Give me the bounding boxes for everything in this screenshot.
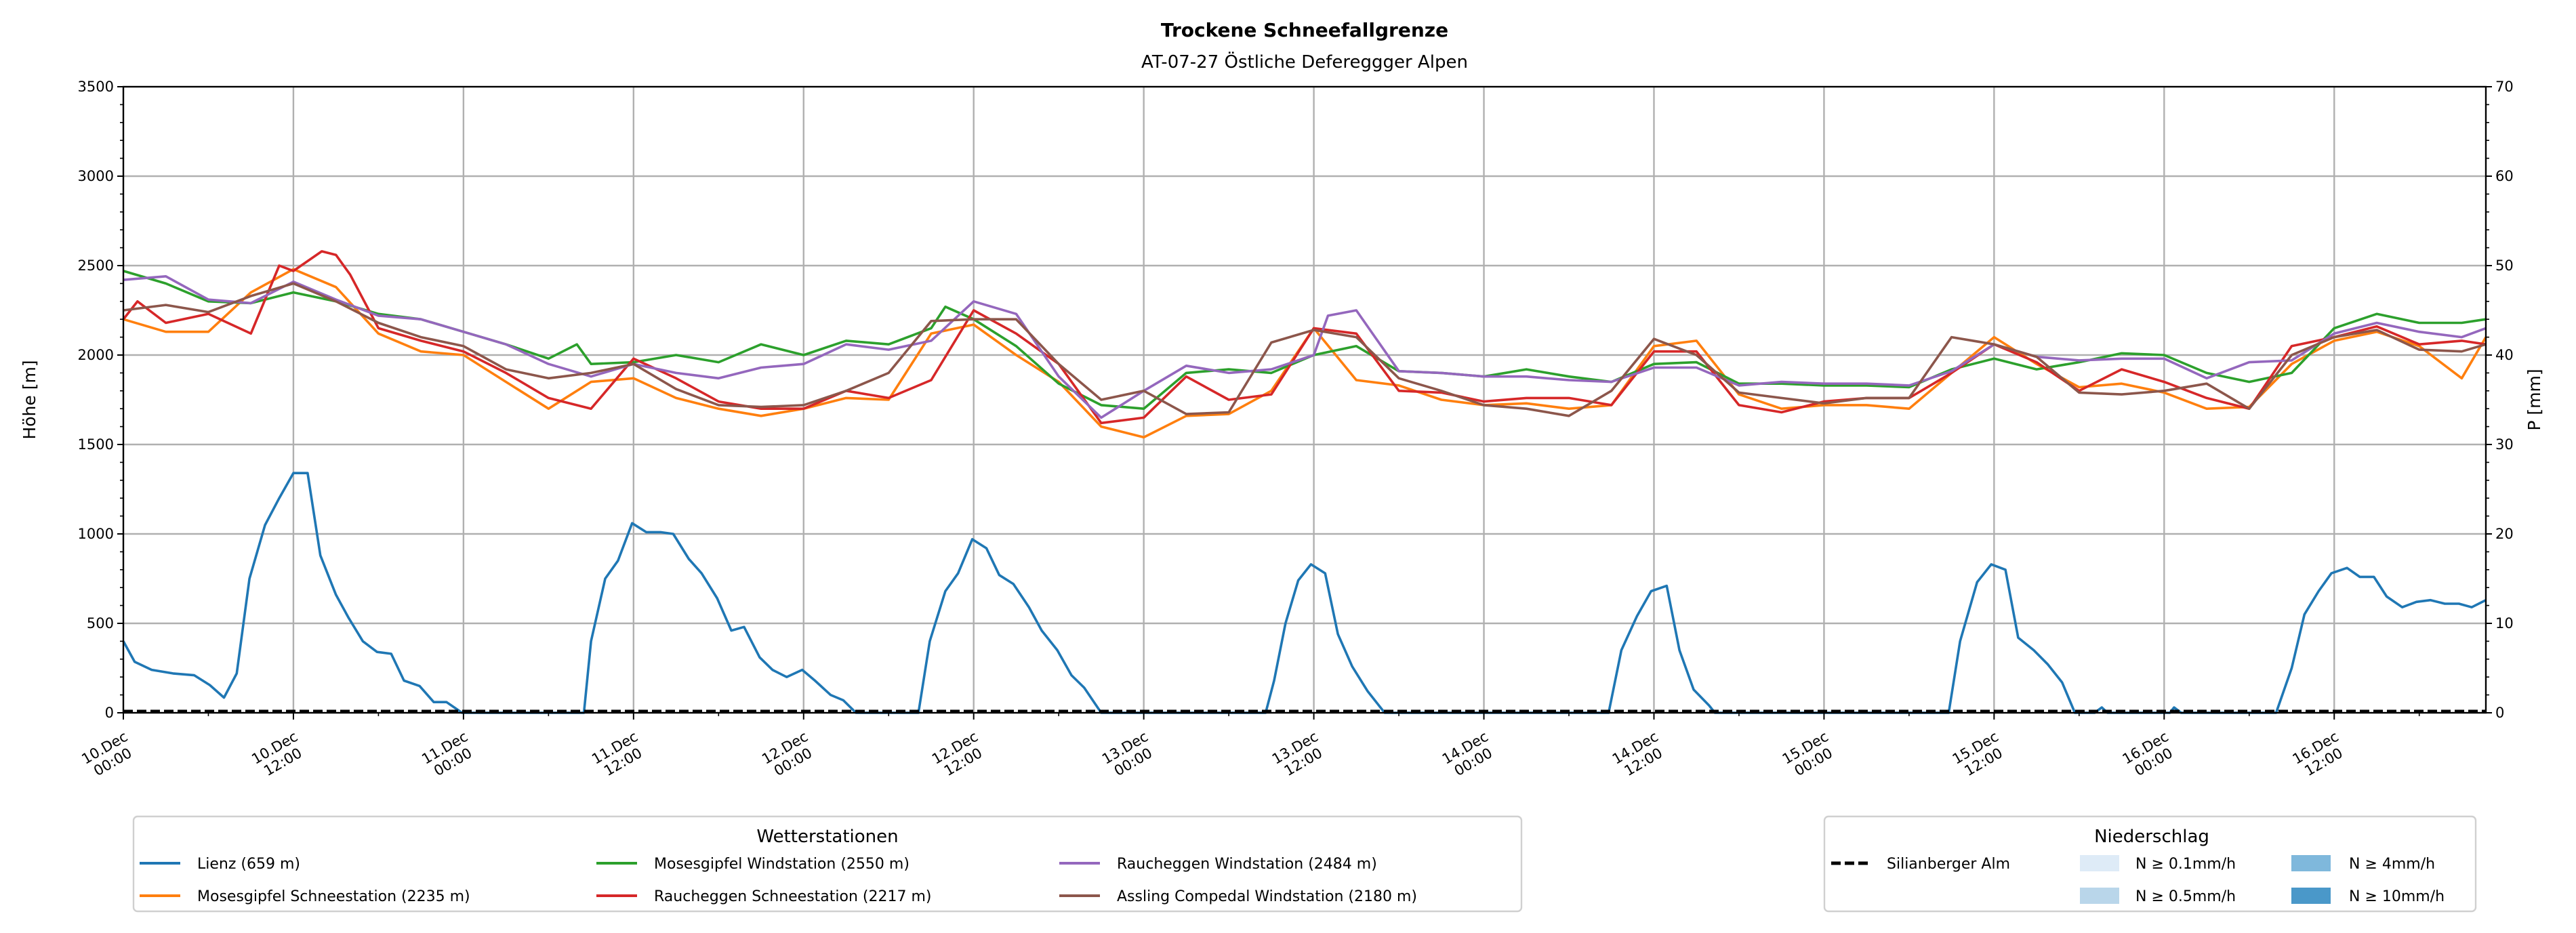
legend-label-station: Raucheggen Windstation (2484 m) — [1117, 856, 1377, 873]
legend-swatch-0.5 — [2080, 888, 2119, 904]
y2-tick-label: 40 — [2495, 347, 2514, 363]
series-line-3 — [122, 250, 2487, 425]
legend-precip-line-label: Silianberger Alm — [1887, 856, 2010, 873]
y-tick-label: 2000 — [78, 347, 114, 363]
y-tick-label: 3000 — [78, 168, 114, 184]
legend-label-10: N ≥ 10mm/h — [2349, 888, 2445, 905]
legend-label-4: N ≥ 4mm/h — [2349, 856, 2435, 873]
y-tick-label: 500 — [87, 615, 114, 631]
chart-subtitle: AT-07-27 Östliche Defereggger Alpen — [1141, 51, 1468, 72]
legend-label-station: Raucheggen Schneestation (2217 m) — [654, 888, 932, 905]
legend-swatch-10 — [2291, 888, 2331, 904]
legend-precip-title: Niederschlag — [2094, 827, 2209, 847]
legend-label-station: Mosesgipfel Schneestation (2235 m) — [197, 888, 470, 905]
legend-label-station: Lienz (659 m) — [197, 856, 300, 873]
legend-stations: Wetterstationen Lienz (659 m) Mosesgipfel… — [132, 815, 1523, 913]
y-tick-label: 1500 — [78, 436, 114, 453]
series-line-0 — [122, 472, 2487, 714]
y2-tick-label: 30 — [2495, 436, 2514, 453]
legend-swatch-0.1 — [2080, 855, 2119, 871]
legend-label-0.1: N ≥ 0.1mm/h — [2135, 856, 2236, 873]
y-axis-label: Höhe [m] — [20, 360, 39, 439]
legend-precip: Niederschlag Silianberger Alm N ≥ 0.1mm/… — [1823, 815, 2477, 913]
grid — [123, 87, 2486, 713]
series-line-5 — [123, 282, 2487, 417]
y2-tick-label: 50 — [2495, 257, 2514, 274]
legend-label-station: Mosesgipfel Windstation (2550 m) — [654, 856, 909, 873]
y2-tick-label: 20 — [2495, 526, 2514, 542]
legend-stations-title: Wetterstationen — [756, 827, 898, 847]
legend-label-station: Assling Compedal Windstation (2180 m) — [1117, 888, 1417, 905]
axes: 0 500 1000 1500 2000 2500 3000 3500 0 10 20 30 40 50 6… — [78, 79, 2514, 779]
y2-tick-label: 0 — [2495, 705, 2504, 721]
legend-swatch-4 — [2291, 855, 2331, 871]
plot-frame — [122, 85, 2487, 714]
y2-tick-label: 70 — [2495, 79, 2514, 95]
series-line-4 — [123, 275, 2487, 419]
y-tick-label: 2500 — [78, 257, 114, 274]
series-lines — [122, 250, 2487, 714]
y-tick-label: 1000 — [78, 526, 114, 542]
y-tick-label: 3500 — [78, 79, 114, 95]
chart-title: Trockene Schneefallgrenze — [1161, 19, 1448, 41]
y-tick-label: 0 — [105, 705, 114, 721]
legend-label-0.5: N ≥ 0.5mm/h — [2135, 888, 2236, 905]
y2-tick-label: 60 — [2495, 168, 2514, 184]
y2-axis-label: P [mm] — [2524, 369, 2544, 430]
y2-tick-label: 10 — [2495, 615, 2514, 631]
